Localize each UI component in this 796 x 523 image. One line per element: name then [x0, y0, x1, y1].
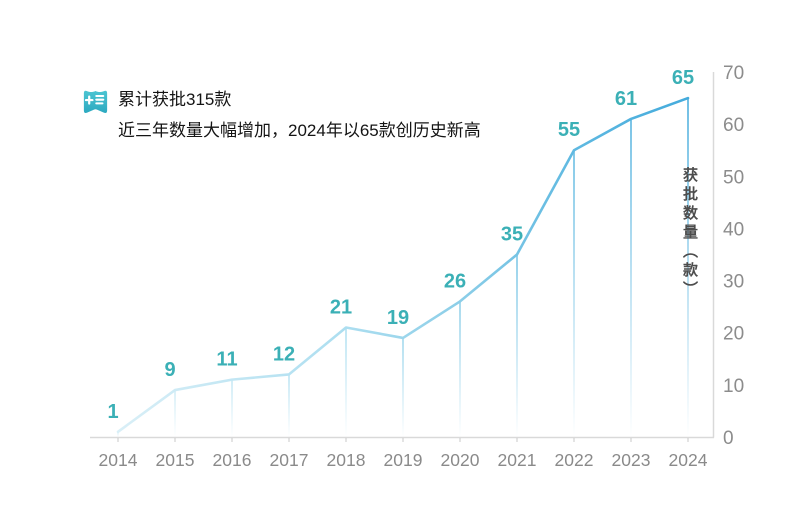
y-tick-label: 60	[723, 115, 744, 136]
y-tick-label: 40	[723, 219, 744, 240]
value-label: 61	[615, 88, 637, 110]
x-tick-label: 2014	[99, 450, 138, 470]
value-label: 12	[273, 343, 295, 365]
value-label: 19	[387, 307, 409, 329]
y-tick-label: 50	[723, 167, 744, 188]
series-line	[116, 96, 690, 434]
report-list-icon	[80, 86, 111, 118]
value-label: 21	[330, 297, 352, 319]
header-title-line1: 累计获批315款	[118, 90, 232, 109]
chart-header: 累计获批315款 近三年数量大幅增加，2024年以65款创历史新高	[80, 84, 481, 146]
value-label: 11	[216, 349, 237, 371]
x-tick-label: 2019	[384, 450, 423, 470]
value-label: 65	[672, 67, 694, 89]
header-title-line2: 近三年数量大幅增加，2024年以65款创历史新高	[118, 121, 481, 140]
x-tick-label: 2024	[669, 450, 708, 470]
x-tick-label: 2022	[555, 450, 594, 470]
value-label: 35	[501, 224, 523, 246]
y-tick-label: 0	[723, 428, 734, 449]
y-axis-title: 获批数量（款）	[681, 167, 698, 300]
value-label: 9	[164, 359, 175, 381]
y-tick-label: 30	[723, 272, 744, 293]
x-tick-label: 2016	[213, 450, 252, 470]
value-label: 1	[107, 401, 118, 423]
value-label: 55	[558, 119, 580, 141]
x-tick-label: 2021	[498, 450, 537, 470]
x-tick-label: 2020	[441, 450, 480, 470]
y-tick-label: 70	[723, 63, 744, 84]
x-tick-label: 2023	[612, 450, 651, 470]
x-tick-label: 2015	[156, 450, 195, 470]
y-tick-label: 10	[723, 376, 744, 397]
y-tick-label: 20	[723, 324, 744, 345]
x-tick-label: 2018	[327, 450, 366, 470]
value-label: 26	[444, 270, 466, 292]
x-tick-label: 2017	[270, 450, 309, 470]
